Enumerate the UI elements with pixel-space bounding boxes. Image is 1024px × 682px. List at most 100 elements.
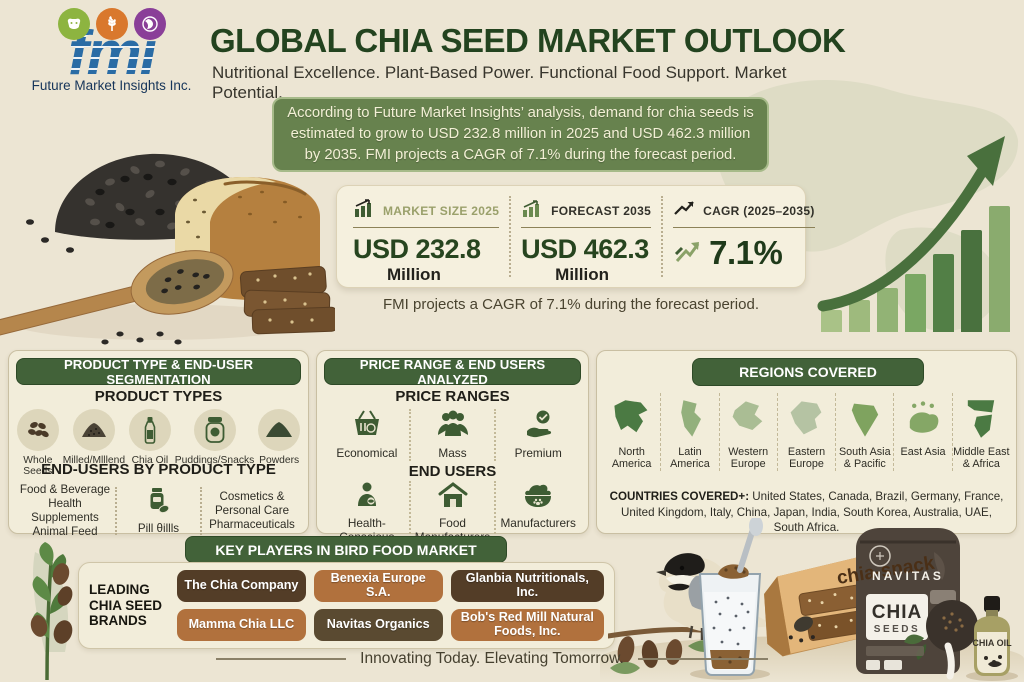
price-range-header: PRICE RANGE & END USERS ANALYZED	[324, 357, 581, 387]
price-range-card: PRICE RANGE & END USERS ANALYZED PRICE R…	[316, 350, 589, 558]
region-label: South Asia & Pacific	[838, 446, 891, 471]
product-type-label: Puddings/Snacks	[174, 455, 255, 466]
bar	[849, 300, 870, 332]
region-label: Latin America	[670, 446, 710, 471]
basket-icon	[350, 409, 384, 444]
trend-arrow-icon	[673, 198, 697, 223]
chia-oil-bottle-illustration	[966, 596, 1018, 681]
regions-header: REGIONS COVERED	[692, 358, 924, 386]
key-players-header: KEY PLAYERS IN BIRD FOOD MARKET	[185, 536, 507, 563]
growth-arrow-icon	[673, 236, 703, 271]
stat-label: CAGR (2025–2035)	[703, 203, 815, 218]
footer-tagline: Innovating Today. Elevating Tomorrow.	[360, 650, 624, 667]
fmi-logo: fmi Future Market Insights Inc.	[24, 8, 199, 110]
middle-east-africa-map-icon	[968, 400, 995, 438]
countries-covered: COUNTRIES COVERED+: United States, Canad…	[609, 489, 1004, 536]
end-user-item: Pharmaceuticals	[209, 518, 295, 532]
stat-value: USD 462.3	[521, 234, 649, 264]
end-users-right-list: Cosmetics & Personal Care Pharmaceutical…	[202, 490, 302, 532]
bar	[989, 206, 1010, 332]
end-user-item: Personal Care	[214, 504, 290, 518]
tagline-rule-right	[637, 658, 768, 660]
key-players-card: LEADING CHIA SEED BRANDS The Chia Compan…	[78, 562, 615, 649]
stat-value: 7.1%	[709, 234, 783, 271]
powder-pile-icon	[258, 409, 301, 451]
product-types-title: PRODUCT TYPES	[94, 388, 223, 405]
chia-food-illustration	[0, 153, 335, 345]
price-range-label: Premium	[514, 446, 562, 460]
western-europe-map-icon	[732, 401, 763, 430]
consumer-icon	[352, 481, 382, 514]
price-ranges-row: Economical Mass Premium	[325, 409, 580, 461]
segmentation-card: PRODUCT TYPE & END-USER SEGMENTATION PRO…	[8, 350, 309, 538]
stat-label: FORECAST 2035	[551, 203, 652, 218]
navitas-brand-label: NAVITAS	[872, 569, 944, 583]
brand-pill: The Chia Company	[177, 570, 306, 602]
region-item: Middle East & Africa	[951, 393, 1010, 471]
chia-oil-label: CHIA OIL	[972, 638, 1012, 648]
segmentation-header: PRODUCT TYPE & END-USER SEGMENTATION	[16, 357, 301, 387]
bar-chart-icon	[521, 198, 545, 223]
bar	[905, 274, 926, 332]
region-label: North America	[611, 446, 652, 471]
bar-chart-icon	[353, 198, 377, 223]
end-user-item: Health Supplements	[31, 497, 99, 525]
market-stats-card: MARKET SIZE 2025 USD 232.8 Million FOREC…	[336, 185, 815, 288]
leading-brands-label: LEADING CHIA SEED BRANDS	[89, 581, 163, 629]
north-america-map-icon	[614, 400, 648, 433]
region-item: East Asia	[893, 393, 951, 471]
end-user-item: Manufacturers	[494, 481, 580, 558]
end-users-by-product-title: END-USERS BY PRODUCT TYPE	[41, 461, 276, 478]
stat-forecast: FORECAST 2035 USD 462.3 Million	[509, 196, 661, 284]
countries-covered-list: United States, Canada, Brazil, Germany, …	[621, 490, 1004, 535]
product-type-label: Powders	[259, 455, 300, 466]
region-label: East Asia	[900, 446, 946, 458]
tagline-rule-left	[216, 658, 347, 660]
product-type-label: Whole Seeds	[23, 455, 53, 478]
end-user-label: Manufacturers	[500, 516, 576, 530]
analysis-text: According to Future Market Insights’ ana…	[287, 105, 754, 163]
region-label: Eastern Europe	[787, 446, 826, 471]
region-label: Western Europe	[728, 446, 769, 471]
bar	[877, 288, 898, 332]
price-ranges-title: PRICE RANGES	[395, 388, 510, 405]
brand-pill: Navitas Organics	[313, 609, 443, 641]
stat-cagr: CAGR (2025–2035) 7.1%	[661, 196, 825, 277]
pill-label: Pill θillls	[137, 522, 180, 536]
navitas-bag-illustration	[856, 528, 978, 680]
end-user-item: Food & Beverage	[19, 483, 111, 496]
end-users-left-list: Food & Beverage Health Supplements Anima…	[15, 483, 115, 540]
end-user-item: Cosmetics &	[219, 490, 285, 504]
price-range-item: Economical	[325, 409, 409, 461]
price-range-label: Economical	[336, 446, 398, 460]
house-icon	[437, 481, 469, 514]
pet-bowl-icon	[521, 481, 555, 514]
stats-caption: FMI projects a CAGR of 7.1% during the f…	[382, 296, 759, 313]
product-type-item: Whole Seeds	[13, 409, 63, 478]
region-item: South Asia & Pacific	[835, 393, 893, 471]
region-item: North America	[603, 393, 660, 471]
product-type-item: Puddings/Snacks	[174, 409, 255, 478]
product-type-item: Milled/Mlllend	[63, 409, 125, 478]
growth-swoosh-arrow	[817, 136, 1005, 312]
eastern-europe-map-icon	[791, 401, 822, 435]
people-icon	[434, 409, 472, 444]
stat-unit: Million	[387, 265, 441, 284]
logo-icon-row	[24, 8, 199, 40]
end-users-row: Food & Beverage Health Supplements Anima…	[15, 483, 302, 540]
product-type-label: Chia Oil	[131, 455, 169, 466]
stat-label: MARKET SIZE 2025	[383, 203, 500, 218]
bag-product-line1: CHIA	[872, 602, 922, 623]
bar	[933, 254, 954, 332]
product-art: chia-snack NAVITAS CHIA SEEDS CHIA OIL	[608, 518, 1018, 681]
region-item: Latin America	[660, 393, 718, 471]
region-item: Western Europe	[718, 393, 777, 471]
product-type-item: Powders	[254, 409, 304, 478]
regions-card: REGIONS COVERED North America Latin Amer…	[596, 350, 1017, 534]
logo-company-name: Future Market Insights Inc.	[31, 77, 192, 93]
east-asia-map-icon	[909, 401, 939, 433]
region-item: Eastern Europe	[776, 393, 835, 471]
latin-america-map-icon	[681, 400, 701, 437]
region-label: Middle East & Africa	[953, 446, 1010, 471]
footer-tagline-row: Innovating Today. Elevating Tomorrow.	[212, 650, 772, 668]
